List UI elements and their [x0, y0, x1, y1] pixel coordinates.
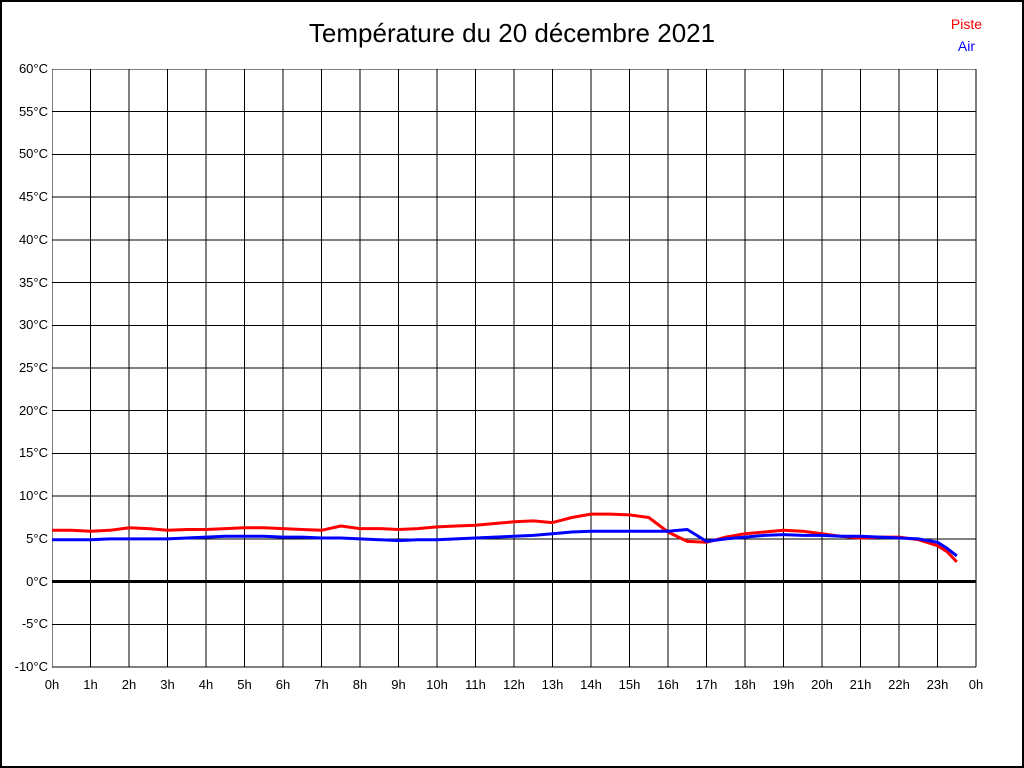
y-tick-label: -5°C: [21, 616, 48, 632]
x-tick-label: 8h: [352, 677, 368, 692]
chart-title: Température du 20 décembre 2021: [308, 18, 716, 48]
x-tick-label: 6h: [275, 677, 291, 692]
x-tick-label: 23h: [926, 677, 949, 692]
legend: Piste Air: [951, 13, 982, 57]
x-tick-label: 3h: [160, 677, 175, 692]
y-tick-label: 25°C: [18, 360, 48, 375]
legend-item-air: Air: [957, 38, 975, 54]
y-tick-label: 50°C: [18, 146, 48, 162]
x-tick-label: 0h: [44, 677, 60, 692]
x-tick-label: 16h: [657, 677, 679, 692]
x-tick-label: 19h: [772, 677, 795, 692]
y-tick-label: 0°C: [26, 573, 48, 589]
legend-item-piste: Piste: [950, 16, 982, 32]
x-tick-label: 4h: [198, 677, 214, 692]
plot-area: [52, 69, 977, 668]
x-tick-label: 1h: [83, 677, 98, 692]
x-tick-label: 5h: [237, 677, 252, 692]
y-tick-label: 30°C: [18, 317, 48, 333]
x-tick-label: 14h: [580, 677, 602, 692]
x-tick-label: 22h: [888, 677, 910, 692]
y-tick-label: 20°C: [18, 402, 48, 418]
y-tick-label: -10°C: [14, 659, 48, 674]
x-tick-label: 9h: [391, 677, 406, 692]
x-tick-label: 10h: [426, 677, 448, 692]
y-tick-label: 10°C: [18, 488, 48, 504]
y-tick-label: 40°C: [18, 231, 48, 247]
y-tick-label: 15°C: [18, 445, 48, 461]
x-tick-label: 0h: [968, 677, 984, 692]
series-line-piste: [52, 512, 958, 563]
x-tick-label: 17h: [695, 677, 718, 692]
x-tick-label: 12h: [503, 677, 525, 692]
x-tick-label: 13h: [541, 677, 564, 692]
x-tick-label: 7h: [314, 677, 329, 692]
series-line-air: [52, 528, 958, 558]
x-tick-label: 20h: [811, 677, 833, 692]
x-tick-label: 18h: [734, 677, 756, 692]
x-tick-label: 15h: [618, 677, 641, 692]
x-tick-label: 21h: [849, 677, 872, 692]
y-tick-label: 5°C: [26, 530, 48, 546]
y-tick-label: 35°C: [18, 274, 48, 290]
y-tick-label: 45°C: [18, 189, 48, 205]
plot-svg: [52, 69, 977, 668]
y-tick-label: 60°C: [18, 61, 48, 76]
x-tick-label: 11h: [465, 677, 486, 692]
x-tick-label: 2h: [121, 677, 137, 692]
y-tick-label: 55°C: [18, 103, 48, 119]
